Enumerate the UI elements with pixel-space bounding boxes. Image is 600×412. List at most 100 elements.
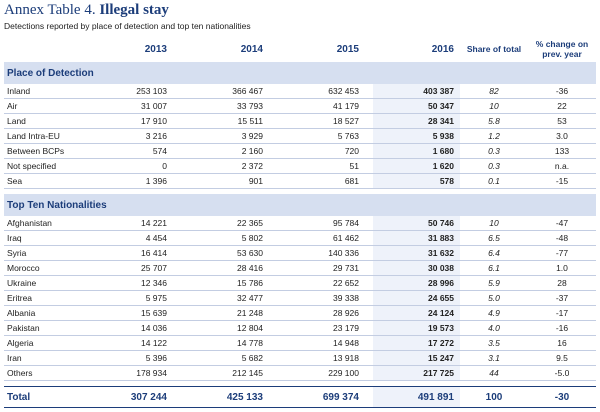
cell-change: -5.0 bbox=[528, 365, 596, 381]
cell-share: 0.3 bbox=[460, 158, 528, 174]
row-label: Not specified bbox=[4, 158, 104, 174]
cell-y2015: 720 bbox=[277, 143, 373, 159]
cell-change: 53 bbox=[528, 113, 596, 129]
cell-y2013: 14 036 bbox=[104, 320, 181, 336]
table-row: Air 31 007 33 793 41 179 50 347 10 22 bbox=[4, 98, 596, 114]
cell-y2014: 33 793 bbox=[181, 98, 277, 114]
cell-y2014: 53 630 bbox=[181, 245, 277, 261]
row-label: Inland bbox=[4, 84, 104, 99]
cell-share: 4.0 bbox=[460, 320, 528, 336]
cell-y2016: 17 272 bbox=[373, 335, 460, 351]
cell-y2015: 95 784 bbox=[277, 216, 373, 231]
cell-y2014: 901 bbox=[181, 173, 277, 189]
cell-change: -48 bbox=[528, 230, 596, 246]
header-row: 2013 2014 2015 2016 Share of total % cha… bbox=[4, 36, 596, 62]
table-row: Afghanistan 14 221 22 365 95 784 50 746 10 -47 bbox=[4, 216, 596, 231]
cell-share: 10 bbox=[460, 216, 528, 231]
cell-y2014: 28 416 bbox=[181, 260, 277, 276]
cell-y2014: 15 786 bbox=[181, 275, 277, 291]
cell-y2014: 5 682 bbox=[181, 350, 277, 366]
table-row: Inland 253 103 366 467 632 453 403 387 82 -36 bbox=[4, 84, 596, 99]
row-label: Albania bbox=[4, 305, 104, 321]
cell-share: 6.4 bbox=[460, 245, 528, 261]
table-row: Land 17 910 15 511 18 527 28 341 5.8 53 bbox=[4, 113, 596, 129]
row-label: Algeria bbox=[4, 335, 104, 351]
table-row: Eritrea 5 975 32 477 39 338 24 655 5.0 -37 bbox=[4, 290, 596, 306]
cell-y2016: 50 746 bbox=[373, 216, 460, 231]
cell-share: 5.8 bbox=[460, 113, 528, 129]
row-label: Afghanistan bbox=[4, 216, 104, 231]
cell-y2014: 15 511 bbox=[181, 113, 277, 129]
cell-y2013: 3 216 bbox=[104, 128, 181, 144]
cell-y2015: 39 338 bbox=[277, 290, 373, 306]
cell-y2015: 23 179 bbox=[277, 320, 373, 336]
table-row: Sea 1 396 901 681 578 0.1 -15 bbox=[4, 173, 596, 189]
cell-y2016: 31 632 bbox=[373, 245, 460, 261]
table-row: Syria 16 414 53 630 140 336 31 632 6.4 -77 bbox=[4, 245, 596, 261]
cell-y2014: 2 160 bbox=[181, 143, 277, 159]
cell-share: 82 bbox=[460, 84, 528, 99]
cell-y2015: 28 926 bbox=[277, 305, 373, 321]
cell-y2016: 403 387 bbox=[373, 84, 460, 99]
row-label: Iraq bbox=[4, 230, 104, 246]
row-label: Sea bbox=[4, 173, 104, 189]
cell-y2013: 0 bbox=[104, 158, 181, 174]
cell-y2016: 28 996 bbox=[373, 275, 460, 291]
table-row: Land Intra-EU 3 216 3 929 5 763 5 938 1.2 3.0 bbox=[4, 128, 596, 144]
cell-y2016: 28 341 bbox=[373, 113, 460, 129]
cell-y2013: 12 346 bbox=[104, 275, 181, 291]
cell-y2014: 12 804 bbox=[181, 320, 277, 336]
header-2016: 2016 bbox=[431, 43, 454, 55]
row-label: Eritrea bbox=[4, 290, 104, 306]
cell-share: 6.5 bbox=[460, 230, 528, 246]
illegal-stay-table: 2013 2014 2015 2016 Share of total % cha… bbox=[4, 36, 596, 408]
spacer-cell bbox=[4, 188, 596, 194]
table-row: Pakistan 14 036 12 804 23 179 19 573 4.0 -16 bbox=[4, 320, 596, 336]
cell-y2015: 61 462 bbox=[277, 230, 373, 246]
total-y2016: 491 891 bbox=[373, 386, 460, 408]
spacer-row bbox=[4, 380, 596, 387]
cell-change: -47 bbox=[528, 216, 596, 231]
table-title-main: Illegal stay bbox=[99, 2, 169, 18]
cell-y2013: 5 396 bbox=[104, 350, 181, 366]
table-subtitle: Detections reported by place of detectio… bbox=[4, 21, 251, 31]
cell-y2013: 4 454 bbox=[104, 230, 181, 246]
cell-change: -16 bbox=[528, 320, 596, 336]
row-label: Air bbox=[4, 98, 104, 114]
cell-share: 6.1 bbox=[460, 260, 528, 276]
cell-y2016: 1 620 bbox=[373, 158, 460, 174]
cell-y2013: 14 122 bbox=[104, 335, 181, 351]
cell-change: 133 bbox=[528, 143, 596, 159]
cell-share: 5.0 bbox=[460, 290, 528, 306]
cell-change: 9.5 bbox=[528, 350, 596, 366]
cell-y2016: 24 124 bbox=[373, 305, 460, 321]
row-label: Iran bbox=[4, 350, 104, 366]
cell-y2014: 212 145 bbox=[181, 365, 277, 381]
cell-change: -17 bbox=[528, 305, 596, 321]
header-2014: 2014 bbox=[240, 43, 263, 55]
table-row: Ukraine 12 346 15 786 22 652 28 996 5.9 28 bbox=[4, 275, 596, 291]
table-title-prefix: Annex Table 4. bbox=[4, 2, 96, 18]
cell-y2016: 217 725 bbox=[373, 365, 460, 381]
cell-y2013: 253 103 bbox=[104, 84, 181, 99]
table-row: Morocco 25 707 28 416 29 731 30 038 6.1 1.0 bbox=[4, 260, 596, 276]
cell-change: 22 bbox=[528, 98, 596, 114]
total-y2015: 699 374 bbox=[277, 386, 373, 408]
cell-y2015: 22 652 bbox=[277, 275, 373, 291]
header-2013: 2013 bbox=[144, 43, 167, 55]
cell-y2016: 19 573 bbox=[373, 320, 460, 336]
cell-y2014: 14 778 bbox=[181, 335, 277, 351]
cell-y2013: 574 bbox=[104, 143, 181, 159]
cell-y2014: 366 467 bbox=[181, 84, 277, 99]
cell-y2013: 25 707 bbox=[104, 260, 181, 276]
cell-change: 28 bbox=[528, 275, 596, 291]
table-row: Iran 5 396 5 682 13 918 15 247 3.1 9.5 bbox=[4, 350, 596, 366]
cell-y2013: 31 007 bbox=[104, 98, 181, 114]
cell-y2015: 140 336 bbox=[277, 245, 373, 261]
cell-share: 5.9 bbox=[460, 275, 528, 291]
cell-change: 3.0 bbox=[528, 128, 596, 144]
cell-y2015: 681 bbox=[277, 173, 373, 189]
cell-y2016: 31 883 bbox=[373, 230, 460, 246]
cell-y2016: 1 680 bbox=[373, 143, 460, 159]
header-share: Share of total bbox=[466, 44, 522, 54]
